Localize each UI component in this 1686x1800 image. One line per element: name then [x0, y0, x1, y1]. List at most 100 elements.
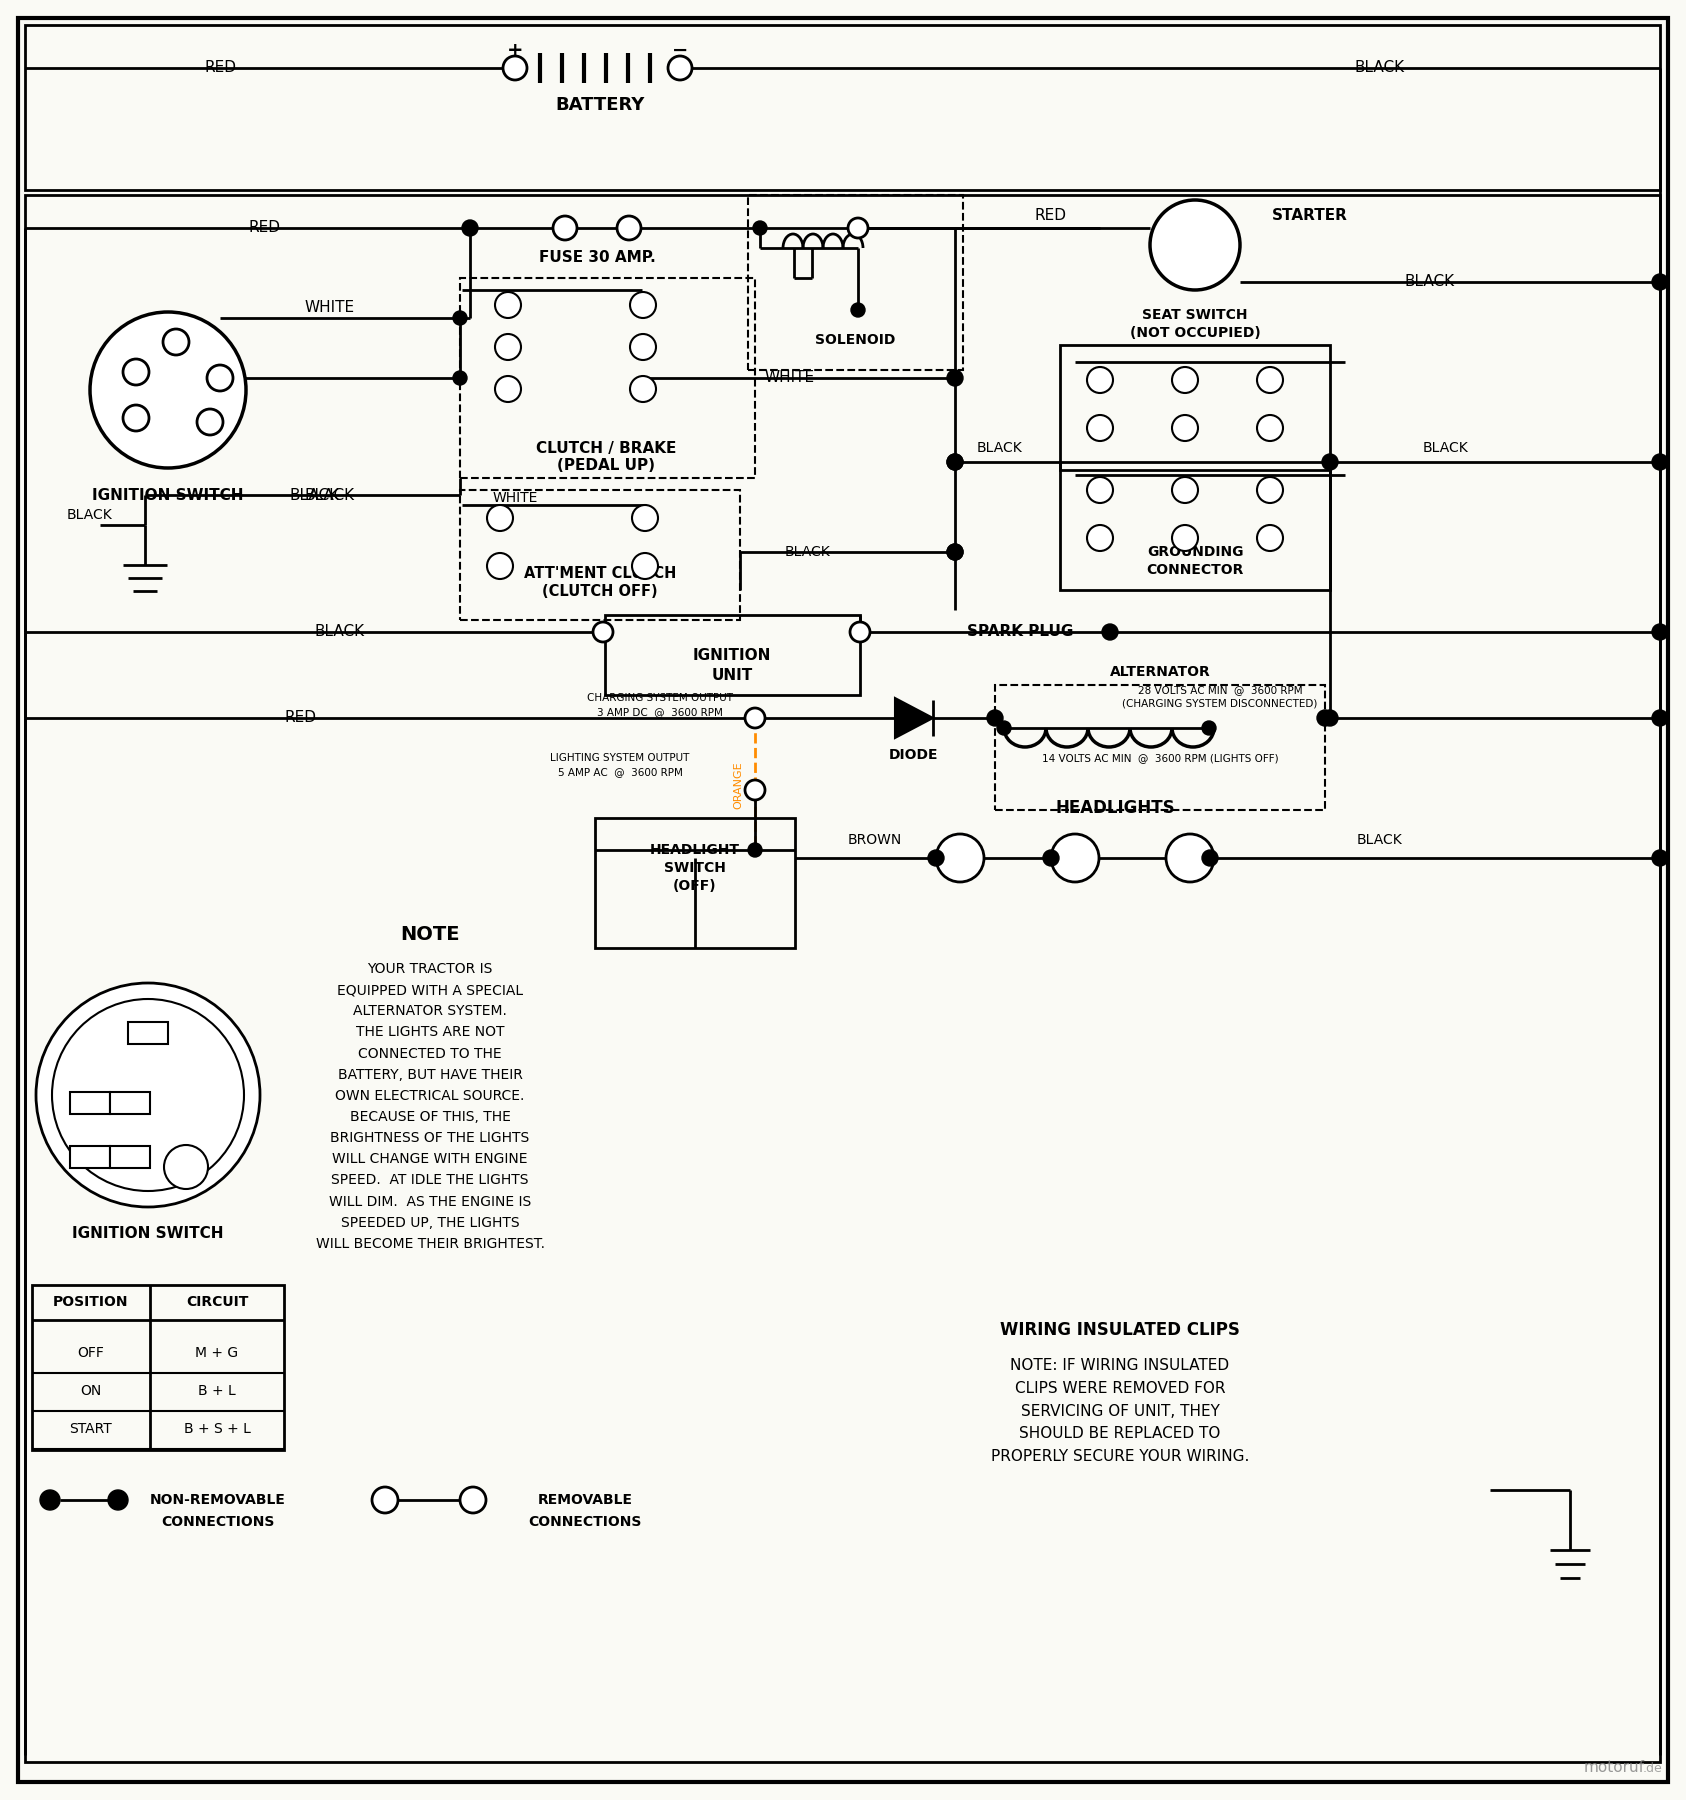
Circle shape [632, 553, 658, 580]
Text: CONNECTOR: CONNECTOR [1146, 563, 1244, 578]
Text: BLACK: BLACK [1404, 274, 1455, 290]
Text: BLACK: BLACK [978, 441, 1023, 455]
Circle shape [164, 1145, 207, 1190]
Text: BLACK: BLACK [315, 625, 366, 639]
Circle shape [1322, 709, 1339, 725]
Circle shape [553, 216, 577, 239]
Text: GROUNDING: GROUNDING [1146, 545, 1243, 560]
Circle shape [1258, 367, 1283, 392]
Text: −: − [671, 40, 688, 59]
Circle shape [373, 1487, 398, 1514]
Circle shape [996, 722, 1012, 734]
Bar [110, 1093, 150, 1114]
Bar [71, 1147, 110, 1168]
Text: NOTE: IF WIRING INSULATED
CLIPS WERE REMOVED FOR
SERVICING OF UNIT, THEY
SHOULD : NOTE: IF WIRING INSULATED CLIPS WERE REM… [991, 1357, 1249, 1463]
Text: IGNITION SWITCH: IGNITION SWITCH [72, 1226, 224, 1240]
Circle shape [1652, 625, 1667, 641]
Text: (NOT OCCUPIED): (NOT OCCUPIED) [1130, 326, 1261, 340]
Text: CIRCUIT: CIRCUIT [185, 1294, 248, 1309]
Circle shape [1050, 833, 1099, 882]
Text: NON-REMOVABLE: NON-REMOVABLE [150, 1492, 287, 1507]
Circle shape [632, 506, 658, 531]
Text: REMOVABLE: REMOVABLE [538, 1492, 632, 1507]
Text: B + L: B + L [199, 1384, 236, 1399]
Text: OFF: OFF [78, 1346, 105, 1361]
Circle shape [1167, 833, 1214, 882]
Text: ORANGE: ORANGE [733, 761, 744, 808]
Text: G: G [132, 412, 142, 425]
Text: BLACK: BLACK [1357, 833, 1403, 848]
Circle shape [454, 311, 467, 326]
Circle shape [1172, 477, 1199, 502]
Circle shape [1087, 416, 1113, 441]
Text: CONNECTIONS: CONNECTIONS [162, 1516, 275, 1528]
Text: M: M [84, 1096, 96, 1109]
Circle shape [745, 779, 765, 799]
Bar [605, 616, 860, 695]
Bar [32, 1285, 283, 1451]
Circle shape [948, 454, 963, 470]
Text: BLACK: BLACK [290, 488, 341, 502]
Circle shape [851, 221, 865, 236]
Text: L: L [86, 1150, 94, 1163]
Bar [749, 194, 963, 371]
Circle shape [1652, 274, 1667, 290]
Circle shape [1172, 367, 1199, 392]
Circle shape [1258, 416, 1283, 441]
Circle shape [1087, 477, 1113, 502]
Circle shape [1322, 454, 1339, 470]
Text: motoruf: motoruf [1585, 1760, 1646, 1775]
Circle shape [35, 983, 260, 1208]
Text: +: + [507, 40, 523, 59]
Bar [1060, 463, 1330, 590]
Circle shape [52, 999, 244, 1192]
Circle shape [927, 850, 944, 866]
Circle shape [40, 1490, 61, 1510]
Circle shape [668, 56, 691, 79]
Circle shape [631, 292, 656, 319]
Text: UNIT: UNIT [711, 668, 752, 682]
Text: YOUR TRACTOR IS
EQUIPPED WITH A SPECIAL
ALTERNATOR SYSTEM.
THE LIGHTS ARE NOT
CO: YOUR TRACTOR IS EQUIPPED WITH A SPECIAL … [315, 961, 545, 1251]
Bar [595, 817, 796, 949]
Circle shape [850, 623, 870, 643]
Text: G: G [125, 1150, 135, 1163]
Circle shape [851, 302, 865, 317]
Text: (CLUTCH OFF): (CLUTCH OFF) [543, 585, 658, 599]
Text: WIRING INSULATED CLIPS: WIRING INSULATED CLIPS [1000, 1321, 1239, 1339]
Text: BLACK: BLACK [305, 488, 356, 502]
Circle shape [1150, 200, 1239, 290]
Circle shape [1652, 709, 1667, 725]
Text: BATTERY: BATTERY [555, 95, 644, 113]
Circle shape [496, 292, 521, 319]
Text: (CHARGING SYSTEM DISCONNECTED): (CHARGING SYSTEM DISCONNECTED) [1123, 698, 1318, 707]
Text: BLACK: BLACK [786, 545, 831, 560]
Circle shape [1202, 850, 1217, 866]
Text: M: M [214, 371, 226, 385]
Text: SOLENOID: SOLENOID [814, 333, 895, 347]
Text: (PEDAL UP): (PEDAL UP) [556, 459, 654, 473]
Text: 5 AMP AC  @  3600 RPM: 5 AMP AC @ 3600 RPM [558, 767, 683, 778]
Text: NOTE: NOTE [400, 925, 460, 945]
Circle shape [487, 506, 513, 531]
Circle shape [1652, 454, 1667, 470]
Text: B: B [132, 365, 140, 378]
Text: L: L [206, 416, 214, 428]
Circle shape [207, 365, 233, 391]
Text: WHITE: WHITE [765, 371, 814, 385]
Text: LIGHTING SYSTEM OUTPUT: LIGHTING SYSTEM OUTPUT [550, 752, 690, 763]
Circle shape [1652, 850, 1667, 866]
Text: B + S + L: B + S + L [184, 1422, 251, 1436]
Polygon shape [895, 698, 932, 738]
Text: (OFF): (OFF) [673, 878, 717, 893]
Text: CONNECTIONS: CONNECTIONS [528, 1516, 642, 1528]
Text: HEADLIGHT: HEADLIGHT [651, 842, 740, 857]
Circle shape [631, 335, 656, 360]
Text: .de: .de [1642, 1762, 1662, 1775]
Text: CHARGING SYSTEM OUTPUT: CHARGING SYSTEM OUTPUT [587, 693, 733, 704]
Text: 14 VOLTS AC MIN  @  3600 RPM (LIGHTS OFF): 14 VOLTS AC MIN @ 3600 RPM (LIGHTS OFF) [1042, 752, 1278, 763]
Text: RED: RED [283, 711, 315, 725]
Circle shape [1087, 367, 1113, 392]
Circle shape [948, 454, 963, 470]
Bar [460, 277, 755, 479]
Bar [71, 1093, 110, 1114]
